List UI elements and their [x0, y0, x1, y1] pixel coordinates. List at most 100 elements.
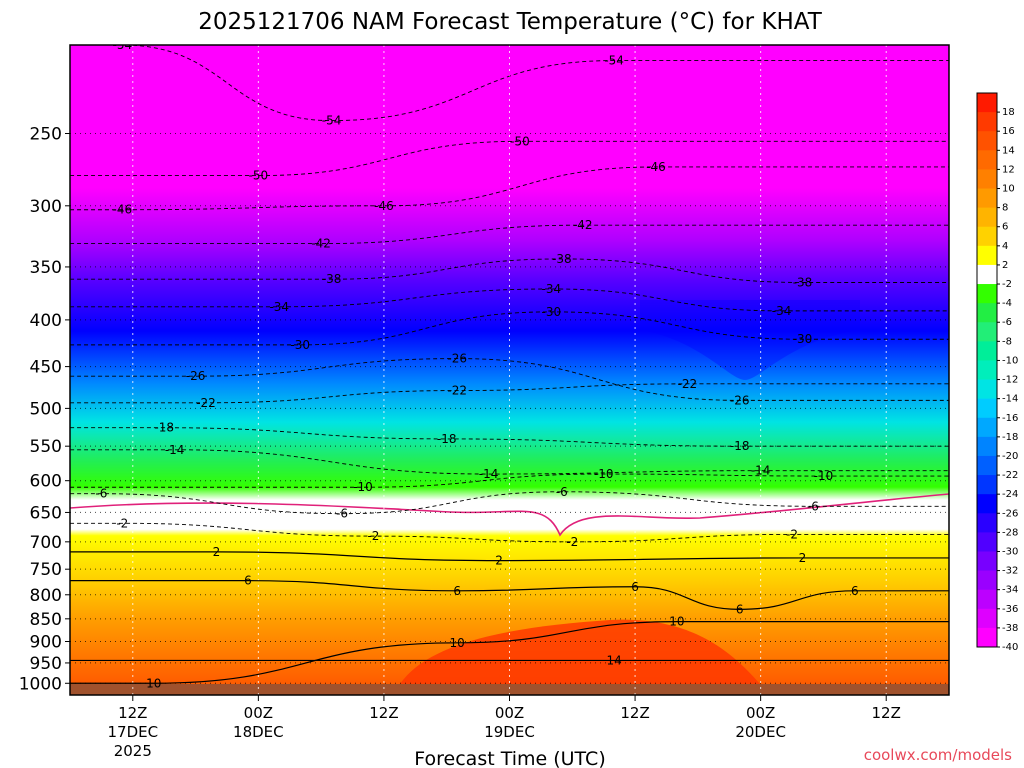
colorbar-swatch-20 [977, 475, 997, 495]
colorbar-tick-label-5: 8 [1002, 203, 1008, 214]
isotherm-label-18: -30 [793, 332, 813, 346]
isotherm-line-m26 [70, 358, 949, 401]
pressure-axis: 2503003504004505005506006507007508008509… [19, 124, 70, 694]
isotherm-label-5: -46 [113, 203, 133, 217]
colorbar-swatch-13 [977, 341, 997, 361]
colorbar-swatch-3 [977, 150, 997, 170]
isotherm-label-8: -42 [311, 237, 331, 251]
colorbar-swatch-18 [977, 436, 997, 457]
colorbar-tick-label-7: 4 [1002, 241, 1008, 252]
isotherm-label-27: -18 [730, 439, 750, 453]
x-axis-label: Forecast Time (UTC) [414, 748, 605, 768]
colorbar-swatch-14 [977, 360, 997, 381]
freezing-level-line [70, 493, 949, 537]
colorbar-tick-label-15: -14 [1002, 394, 1018, 405]
y-tick-label-300: 300 [30, 197, 62, 217]
x-tick-label-4: 12Z [620, 704, 649, 722]
x-tick-label-3: 00Z [495, 704, 524, 722]
colorbar-swatch-9 [977, 264, 997, 285]
isotherm-label-41: -2 [786, 527, 798, 541]
y-tick-label-900: 900 [30, 632, 62, 652]
colorbar-swatch-0 [977, 93, 997, 113]
colorbar-swatch-26 [977, 589, 997, 610]
isotherm-label-25: -18 [154, 421, 174, 435]
isotherm-line-m34 [70, 288, 949, 312]
colorbar-swatch-10 [977, 284, 997, 304]
isotherm-label-10: -38 [322, 272, 342, 286]
colorbar-tick-label-13: -10 [1002, 355, 1018, 366]
colorbar-tick-label-17: -18 [1002, 432, 1018, 443]
isotherm-label-29: -14 [479, 467, 499, 481]
isotherm-label-30: -14 [751, 464, 771, 478]
isotherm-line-m2 [70, 522, 949, 543]
isotherm-label-53: 14 [607, 653, 622, 667]
isotherm-line-m14 [70, 449, 949, 475]
isotherm-label-51: 10 [669, 615, 684, 629]
isotherm-label-2: -54 [604, 54, 624, 68]
colorbar-tick-label-22: -28 [1002, 527, 1018, 538]
isotherm-label-42: 2 [213, 545, 221, 559]
colorbar-tick-label-2: 14 [1002, 145, 1015, 156]
colorbar-tick-label-26: -36 [1002, 604, 1018, 615]
colorbar-tick-label-23: -30 [1002, 546, 1018, 557]
isotherm-label-50: 10 [450, 636, 465, 650]
colorbar-tick-label-0: 18 [1002, 107, 1015, 118]
colorbar-swatch-15 [977, 379, 997, 400]
y-tick-label-850: 850 [30, 610, 62, 630]
y-tick-label-800: 800 [30, 586, 62, 606]
isotherm-label-21: -26 [730, 393, 750, 407]
credit-text: coolwx.com/models [864, 746, 1012, 764]
y-tick-label-950: 950 [30, 654, 62, 674]
colorbar-swatch-6 [977, 207, 997, 228]
isotherm-label-38: -2 [116, 516, 128, 530]
colorbar-tick-label-21: -26 [1002, 508, 1018, 519]
colorbar-swatch-24 [977, 551, 997, 572]
colorbar-tick-label-10: -4 [1002, 298, 1012, 309]
colorbar-tick-label-16: -16 [1002, 413, 1018, 424]
x-tick-label-1: 00Z [244, 704, 273, 722]
isotherm-label-43: 2 [495, 554, 503, 568]
y-tick-label-450: 450 [30, 358, 62, 378]
x-tick-date-0: 17DEC [107, 723, 158, 741]
colorbar-swatch-22 [977, 513, 997, 533]
isotherm-label-40: -2 [566, 535, 578, 549]
isotherm-line-m30 [70, 311, 949, 346]
isotherm-label-4: -50 [510, 134, 530, 148]
colorbar-tick-label-27: -38 [1002, 623, 1018, 634]
isotherm-line-m18 [70, 427, 949, 447]
isotherm-line-6 [70, 580, 949, 610]
isotherm-line-m10 [70, 473, 949, 488]
isotherm-label-48: 6 [736, 602, 744, 616]
colorbar-tick-label-3: 12 [1002, 164, 1015, 175]
colorbar-swatch-7 [977, 226, 997, 247]
x-tick-date-3: 19DEC [484, 723, 535, 741]
isotherm-label-34: -6 [95, 487, 107, 501]
y-tick-label-400: 400 [30, 311, 62, 331]
colorbar-swatch-25 [977, 570, 997, 591]
x-tick-label-0: 12Z [118, 704, 147, 722]
isotherm-label-49: 6 [851, 584, 859, 598]
colorbar-tick-label-9: -2 [1002, 279, 1012, 290]
isotherm-label-32: -10 [594, 467, 614, 481]
isotherm-label-22: -22 [196, 396, 216, 410]
isotherm-line-m22 [70, 383, 949, 404]
isotherm-label-52: 10 [146, 676, 161, 690]
y-tick-label-1000: 1000 [19, 674, 62, 694]
x-tick-date-1: 18DEC [233, 723, 284, 741]
isotherm-label-6: -46 [374, 199, 394, 213]
isotherm-label-9: -42 [573, 218, 593, 232]
colorbar-swatch-17 [977, 417, 997, 438]
colorbar-swatch-4 [977, 169, 997, 190]
colorbar-frame [976, 92, 998, 648]
isotherm-label-11: -38 [552, 252, 572, 266]
isotherm-label-39: -2 [367, 529, 379, 543]
colorbar-swatch-2 [977, 131, 997, 151]
isotherm-label-17: -30 [542, 305, 562, 319]
isotherm-label-35: -6 [336, 507, 348, 521]
isotherm-label-15: -34 [772, 304, 792, 318]
y-tick-label-500: 500 [30, 399, 62, 419]
y-tick-label-700: 700 [30, 533, 62, 553]
colorbar-tick-label-4: 10 [1002, 184, 1015, 195]
